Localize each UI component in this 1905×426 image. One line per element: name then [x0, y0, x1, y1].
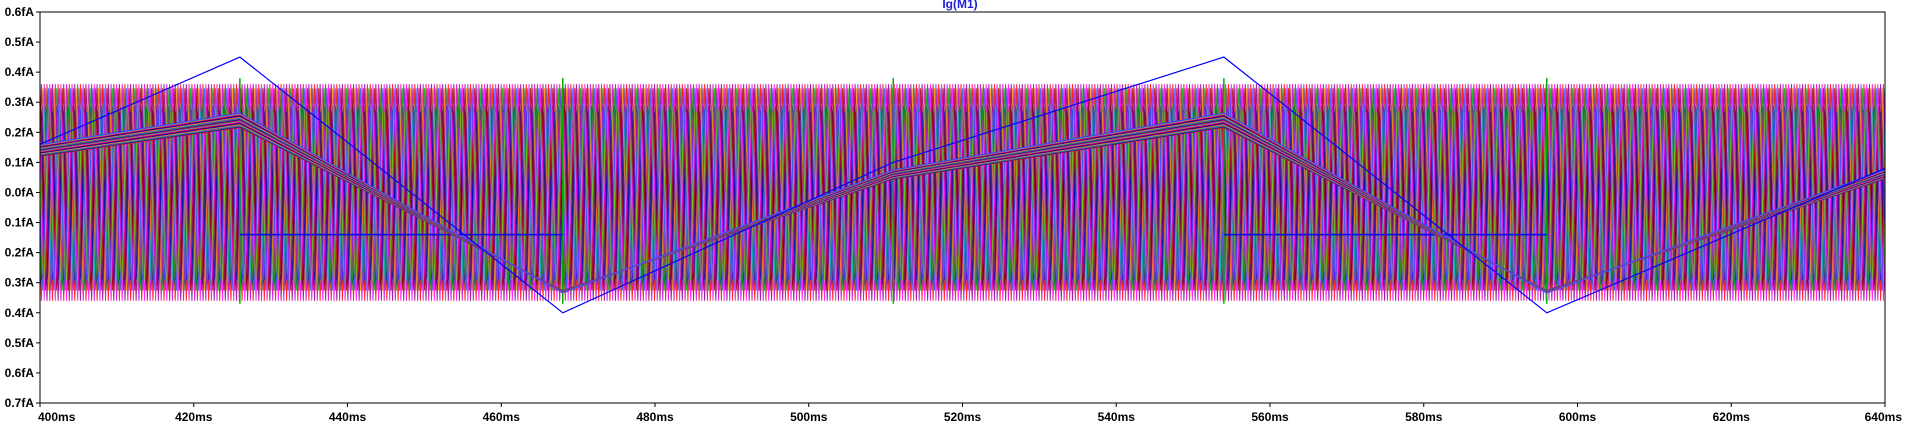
y-tick-label-14: 0.7fA [5, 396, 35, 410]
y-axis: 0.6fA 0.5fA 0.4fA 0.3fA 0.2fA 0.1fA 0.0fA 0.1fA… [5, 5, 40, 410]
oscillation-series-12 [40, 88, 1885, 291]
y-tick-label-7: 0.0fA [5, 185, 35, 199]
x-tick-label-12: 620ms [1713, 410, 1751, 424]
series-layer [40, 56, 1885, 314]
x-tick-label-1: 400ms [38, 410, 76, 424]
y-tick-label-6: 0.1fA [5, 155, 35, 169]
y-tick-label-10: 0.3fA [5, 276, 35, 290]
y-tick-label-4: 0.3fA [5, 95, 35, 109]
x-tick-label-4: 460ms [483, 410, 521, 424]
x-tick-label-13: 640ms [1865, 410, 1903, 424]
y-tick-label-1: 0.6fA [5, 5, 35, 19]
y-tick-label-9: 0.2fA [5, 246, 35, 260]
x-tick-label-5: 480ms [636, 410, 674, 424]
y-tick-label-3: 0.4fA [5, 65, 35, 79]
outlier-series [40, 56, 1885, 314]
x-tick-label-2: 420ms [175, 410, 213, 424]
x-tick-label-8: 540ms [1098, 410, 1136, 424]
y-tick-label-8: 0.1fA [5, 216, 35, 230]
y-tick-label-13: 0.6fA [5, 366, 35, 380]
x-tick-label-7: 520ms [944, 410, 982, 424]
envelope-series-24 [40, 112, 1885, 294]
chart-title: Ig(M1) [942, 0, 977, 11]
y-tick-label-12: 0.5fA [5, 336, 35, 350]
x-tick-label-6: 500ms [790, 410, 828, 424]
x-axis: 400ms 420ms 440ms 460ms 480ms 500ms 520ms 540ms… [38, 403, 1902, 424]
x-tick-label-3: 440ms [329, 410, 367, 424]
y-tick-label-11: 0.4fA [5, 306, 35, 320]
y-tick-label-2: 0.5fA [5, 35, 35, 49]
oscillation-series-10 [40, 84, 1885, 301]
x-tick-label-9: 560ms [1251, 410, 1289, 424]
y-tick-label-5: 0.2fA [5, 125, 35, 139]
x-tick-label-11: 600ms [1559, 410, 1597, 424]
x-tick-label-10: 580ms [1405, 410, 1443, 424]
